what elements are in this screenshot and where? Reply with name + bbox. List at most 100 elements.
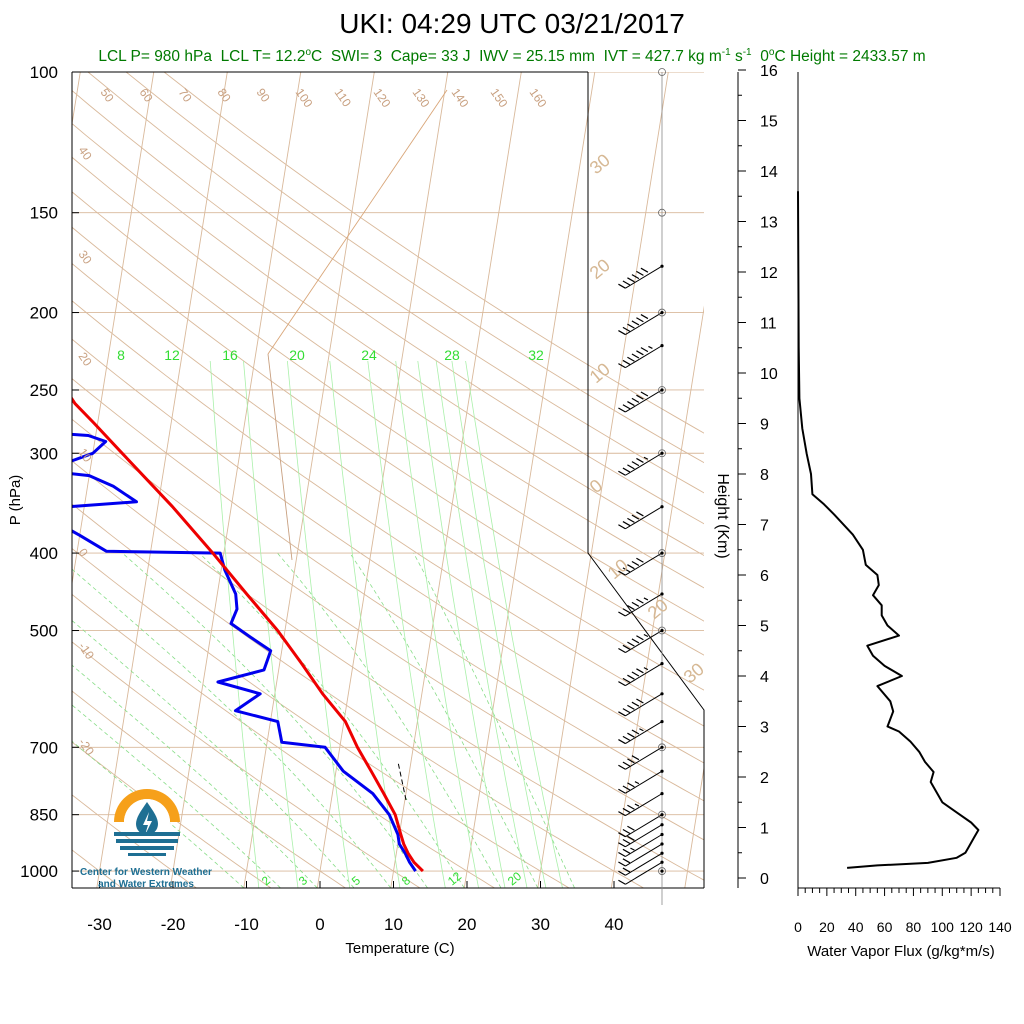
wind-barb-feather — [631, 638, 640, 644]
isotherm-line-label: 10 — [76, 446, 95, 465]
wind-barb-staff — [625, 693, 663, 717]
wind-barb — [618, 823, 664, 848]
wind-barb-feather — [631, 320, 640, 326]
wetbulb-line-label: 20 — [586, 255, 614, 283]
mixing-ratio-label-bottom: 8 — [399, 873, 413, 888]
isotherm-line — [72, 72, 155, 587]
wind-barb-feather — [618, 832, 626, 838]
flux-tick-label: 120 — [959, 919, 983, 935]
moist-adiabat-line — [122, 552, 428, 888]
lifted-reference-line — [267, 353, 293, 561]
wind-barb-feather — [631, 514, 640, 520]
moist-adiabat-line — [72, 664, 318, 888]
wind-barb-feather — [618, 811, 626, 817]
wind-barb-feather — [618, 842, 626, 848]
theta-line-label: 160 — [527, 86, 550, 111]
wind-barb-feather — [636, 270, 644, 276]
parcel-path-line — [397, 761, 407, 801]
temperature-axis-label: Temperature (C) — [345, 940, 454, 957]
wind-barb-feather — [636, 317, 644, 323]
wind-barb-feather — [627, 674, 635, 680]
wind-barb-feather — [631, 397, 640, 403]
lifted-reference-line — [267, 89, 448, 355]
wetbulb-line-label: 20 — [644, 595, 672, 623]
wind-barb — [618, 592, 664, 617]
wind-barb-feather — [627, 835, 635, 841]
wind-barb-dot — [660, 869, 664, 873]
height-tick-label: 3 — [760, 720, 769, 737]
mixing-ratio-label: 24 — [361, 347, 377, 363]
dry-adiabat-line — [72, 503, 644, 888]
wind-barb-feather — [631, 353, 640, 359]
ivt-exponent-m: -1 — [721, 47, 731, 58]
dry-adiabat-line — [163, 72, 704, 434]
wind-barb — [618, 860, 664, 885]
wind-barb-staff — [625, 834, 663, 857]
dry-adiabat-line — [72, 122, 704, 556]
wind-barb-feather — [627, 732, 635, 738]
wind-barb-feather — [627, 704, 635, 710]
chart-title: UKI: 04:29 UTC 03/21/2017 — [339, 8, 685, 39]
wind-barb-feather — [622, 404, 631, 410]
wind-barb-feather — [618, 363, 626, 369]
height-tick-label: 10 — [760, 366, 778, 383]
temperature-profile-line — [72, 396, 424, 873]
theta-line-label: 50 — [98, 86, 117, 105]
wind-barb-feather — [627, 464, 635, 470]
mixing-ratio-line — [287, 360, 351, 888]
dry-adiabat-line — [72, 690, 346, 888]
wind-barb-feather — [618, 407, 626, 413]
pressure-tick-label: 500 — [30, 622, 58, 641]
wind-barb-feather — [618, 570, 626, 576]
theta-line-label: 150 — [488, 86, 511, 111]
moist-adiabat-line — [349, 552, 539, 888]
theta-line-label: 120 — [371, 86, 394, 111]
wind-level-marker — [658, 626, 666, 635]
freezing-level-zero: 0 — [760, 48, 769, 66]
wind-barb-feather — [618, 764, 626, 770]
degree-sign-2: o — [768, 47, 775, 58]
flux-tick-label: 0 — [794, 919, 802, 935]
wind-barb-half-feather — [639, 728, 644, 732]
dewpoint-profile-line — [72, 432, 417, 872]
wind-level-marker — [658, 68, 666, 76]
dry-adiabat-line — [72, 641, 421, 888]
flux-tick-label: 100 — [931, 919, 955, 935]
wind-barb-staff — [625, 345, 663, 369]
mixing-ratio-label: 12 — [164, 347, 180, 363]
height-tick-label: 12 — [760, 265, 778, 282]
pressure-tick-label: 200 — [30, 304, 58, 323]
lcl-pressure: LCL P= 980 hPa — [98, 48, 212, 66]
moist-adiabat-line — [277, 552, 502, 888]
wind-barb-feather — [636, 457, 644, 463]
wind-barb-feather — [622, 280, 631, 286]
wind-barb-feather — [622, 858, 631, 864]
flux-tick-label: 80 — [906, 919, 922, 935]
wind-barb-feather — [627, 758, 635, 764]
wind-barb-feather — [622, 644, 631, 650]
wind-barb-staff — [625, 746, 663, 770]
dry-adiabat-line — [72, 418, 704, 841]
dry-adiabat-line — [72, 378, 704, 802]
theta-line-label: 130 — [410, 86, 433, 111]
temperature-tick-label: -20 — [161, 915, 186, 934]
wind-level-marker — [658, 449, 666, 458]
pressure-tick-label: 700 — [30, 738, 58, 757]
wind-barb-staff — [625, 843, 663, 867]
wind-barb — [618, 842, 664, 867]
wind-barb — [660, 869, 664, 873]
degree-sign: o — [305, 47, 312, 58]
height-tick-label: 1 — [760, 821, 769, 838]
wind-barb — [618, 388, 664, 413]
wind-barb-feather — [631, 274, 640, 280]
background-lines — [72, 72, 704, 888]
height-tick-label: 8 — [760, 467, 769, 484]
wind-barb-feather — [631, 729, 640, 735]
pressure-tick-label: 1000 — [20, 862, 58, 881]
mixing-ratio-label: 16 — [222, 347, 238, 363]
wind-barb-staff — [625, 770, 663, 794]
mixing-ratio-label: 8 — [117, 347, 125, 363]
wind-barb-feather — [640, 314, 649, 320]
